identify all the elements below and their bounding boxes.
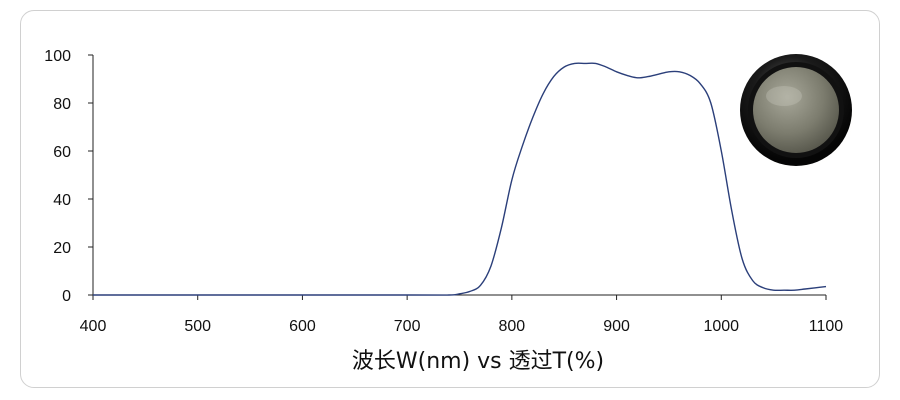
- chart-axes: [92, 55, 826, 296]
- y-tick-label: 20: [53, 240, 71, 257]
- y-tick-label: 100: [44, 48, 71, 65]
- x-tick-label: 1100: [809, 318, 844, 335]
- y-tick-label: 80: [53, 96, 71, 113]
- x-tick-label: 800: [499, 318, 526, 335]
- chart-card: [20, 10, 880, 388]
- x-tick-label: 700: [394, 318, 421, 335]
- x-tick-label: 600: [289, 318, 316, 335]
- transmission-series-line: [93, 62, 827, 296]
- filter-photo: [736, 54, 860, 174]
- chart-ticks: 0 20 40 60 80 100 400 500 600 700 800 900 1000 1100: [44, 48, 843, 335]
- y-tick-label: 40: [53, 192, 71, 209]
- x-tick-label: 900: [603, 318, 630, 335]
- x-tick-label: 400: [80, 318, 107, 335]
- y-tick-label: 60: [53, 144, 71, 161]
- x-axis-title: 波长W(nm) vs 透过T(%): [352, 349, 604, 374]
- x-tick-label: 1000: [703, 318, 739, 335]
- chart-series: [93, 62, 827, 296]
- y-tick-label: 0: [62, 288, 71, 305]
- x-tick-label: 500: [184, 318, 211, 335]
